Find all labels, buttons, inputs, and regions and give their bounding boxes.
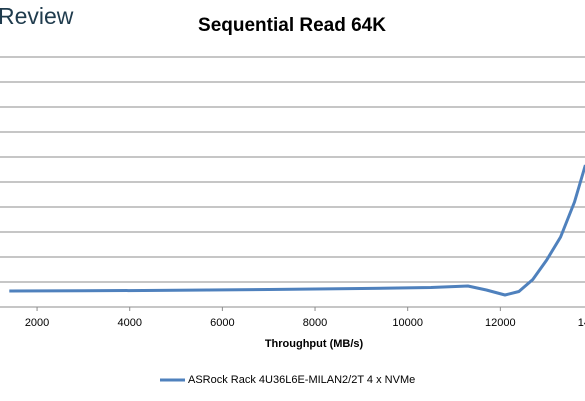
x-tick-label: 12000 — [485, 317, 516, 329]
x-tick-label: 4000 — [117, 317, 141, 329]
chart-title: Sequential Read 64K — [198, 15, 386, 36]
legend-label: ASRock Rack 4U36L6E-MILAN2/2T 4 x NVMe — [188, 374, 415, 386]
x-tick-label: 8000 — [303, 317, 327, 329]
x-tick-label: 10000 — [392, 317, 423, 329]
line — [9, 164, 585, 297]
x-tick-label: 2000 — [25, 317, 49, 329]
x-tick-label: 6000 — [210, 317, 234, 329]
watermark: Review — [0, 3, 74, 29]
x-axis-title: Throughput (MB/s) — [265, 338, 364, 350]
x-tick-label: 14000 — [578, 317, 585, 329]
